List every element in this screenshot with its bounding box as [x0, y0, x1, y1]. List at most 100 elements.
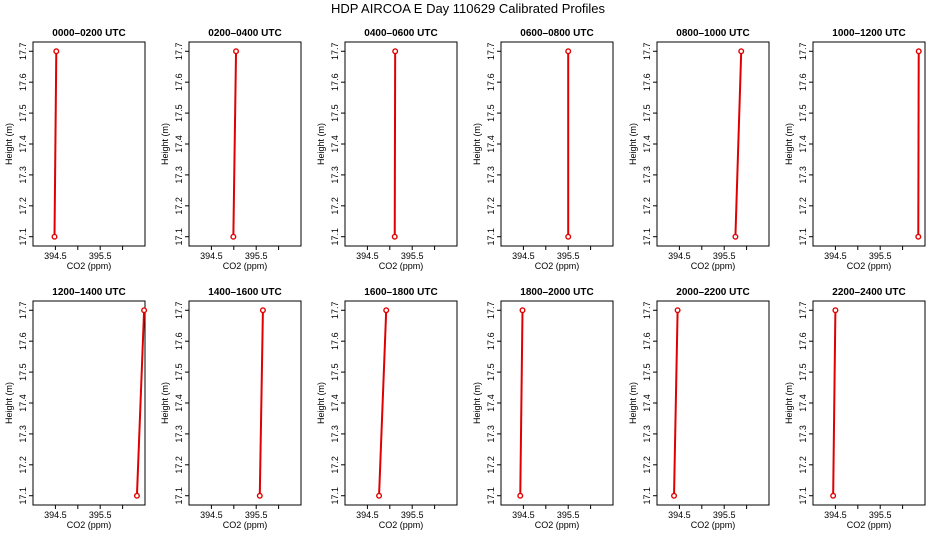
profile-panel: 1000–1200 UTC 394.5 395.5 17.1 17.2 17.3 17.4 1… — [784, 28, 926, 271]
y-tick-label: 17.4 — [798, 394, 808, 412]
y-tick-label: 17.5 — [798, 363, 808, 381]
y-tick-label: 17.7 — [642, 302, 652, 320]
y-axis-label: Height (m) — [784, 382, 794, 424]
panel-title: 1000–1200 UTC — [832, 28, 905, 39]
y-tick-label: 17.3 — [486, 166, 496, 184]
y-axis-label: Height (m) — [472, 382, 482, 424]
y-tick-label: 17.5 — [486, 104, 496, 122]
data-point — [51, 233, 58, 240]
y-tick-label: 17.7 — [486, 302, 496, 320]
data-point — [738, 48, 745, 55]
y-tick-label: 17.5 — [18, 104, 28, 122]
y-tick-label: 17.2 — [330, 197, 340, 215]
plot-frame — [32, 300, 146, 506]
data-point — [256, 492, 263, 499]
y-tick-label: 17.4 — [174, 135, 184, 153]
y-tick-label: 17.6 — [642, 332, 652, 350]
y-tick-label: 17.3 — [798, 425, 808, 443]
x-axis-label: CO2 (ppm) — [847, 520, 892, 530]
y-tick-label: 17.4 — [330, 135, 340, 153]
x-axis-label: CO2 (ppm) — [379, 261, 424, 271]
data-point — [376, 492, 383, 499]
y-tick-label: 17.7 — [18, 302, 28, 320]
y-tick-label: 17.7 — [174, 43, 184, 61]
panel-title: 2000–2200 UTC — [676, 287, 749, 298]
y-axis-label: Height (m) — [628, 382, 638, 424]
y-tick-label: 17.4 — [174, 394, 184, 412]
plot-frame — [188, 41, 302, 247]
panel-title: 0600–0800 UTC — [520, 28, 593, 39]
profile-panel: 0000–0200 UTC 394.5 395.5 17.1 17.2 17.3 17.4 1… — [4, 28, 146, 271]
panel-title: 1200–1400 UTC — [52, 287, 125, 298]
y-tick-label: 17.7 — [642, 43, 652, 61]
y-tick-label: 17.4 — [486, 135, 496, 153]
y-tick-label: 17.1 — [642, 228, 652, 246]
y-tick-label: 17.5 — [18, 363, 28, 381]
x-axis-label: CO2 (ppm) — [67, 520, 112, 530]
y-axis-label: Height (m) — [160, 123, 170, 165]
data-point — [383, 307, 390, 314]
x-axis-label: CO2 (ppm) — [847, 261, 892, 271]
x-tick-label: 394.5 — [512, 510, 535, 520]
y-tick-label: 17.1 — [174, 487, 184, 505]
y-tick-label: 17.7 — [18, 43, 28, 61]
x-tick-label: 394.5 — [44, 510, 67, 520]
y-tick-label: 17.6 — [798, 332, 808, 350]
y-tick-label: 17.1 — [798, 487, 808, 505]
x-tick-label: 394.5 — [356, 510, 379, 520]
y-tick-label: 17.2 — [642, 197, 652, 215]
x-tick-label: 395.5 — [401, 510, 424, 520]
y-tick-label: 17.7 — [330, 43, 340, 61]
y-axis-label: Height (m) — [316, 382, 326, 424]
y-tick-label: 17.2 — [174, 197, 184, 215]
y-tick-label: 17.3 — [18, 425, 28, 443]
y-tick-label: 17.1 — [330, 228, 340, 246]
data-point — [671, 492, 678, 499]
y-tick-label: 17.1 — [330, 487, 340, 505]
y-tick-label: 17.6 — [486, 73, 496, 91]
panel-title: 1600–1800 UTC — [364, 287, 437, 298]
y-tick-label: 17.6 — [642, 73, 652, 91]
y-tick-label: 17.2 — [330, 456, 340, 474]
data-point — [915, 233, 922, 240]
y-axis-label: Height (m) — [4, 123, 14, 165]
y-axis-label: Height (m) — [316, 123, 326, 165]
y-tick-label: 17.2 — [798, 197, 808, 215]
y-tick-label: 17.1 — [486, 487, 496, 505]
y-axis-label: Height (m) — [4, 382, 14, 424]
y-tick-label: 17.6 — [18, 332, 28, 350]
x-tick-label: 395.5 — [89, 510, 112, 520]
y-tick-label: 17.3 — [798, 166, 808, 184]
panel-title: 2200–2400 UTC — [832, 287, 905, 298]
y-tick-label: 17.3 — [330, 166, 340, 184]
plot-frame — [812, 300, 926, 506]
chart-title: HDP AIRCOA E Day 110629 Calibrated Profi… — [331, 1, 606, 16]
plot-frame — [188, 300, 302, 506]
data-point — [391, 233, 398, 240]
panel-title: 0000–0200 UTC — [52, 28, 125, 39]
profile-panels: 0000–0200 UTC 394.5 395.5 17.1 17.2 17.3 17.4 1… — [4, 28, 926, 530]
y-tick-label: 17.5 — [330, 104, 340, 122]
y-tick-label: 17.6 — [330, 332, 340, 350]
x-tick-label: 395.5 — [713, 510, 736, 520]
y-axis-label: Height (m) — [472, 123, 482, 165]
x-tick-label: 394.5 — [200, 251, 223, 261]
data-point — [230, 233, 237, 240]
data-point — [519, 307, 526, 314]
y-tick-label: 17.1 — [18, 487, 28, 505]
y-tick-label: 17.4 — [642, 135, 652, 153]
data-point — [830, 492, 837, 499]
y-tick-label: 17.7 — [174, 302, 184, 320]
data-point — [392, 48, 399, 55]
plot-frame — [812, 41, 926, 247]
profile-panel: 1600–1800 UTC 394.5 395.5 17.1 17.2 17.3 17.4 1… — [316, 287, 458, 530]
profile-line — [258, 310, 264, 496]
data-point — [133, 492, 140, 499]
y-axis-label: Height (m) — [160, 382, 170, 424]
y-tick-label: 17.1 — [486, 228, 496, 246]
data-point — [141, 307, 148, 314]
x-tick-label: 395.5 — [245, 251, 268, 261]
y-tick-label: 17.2 — [18, 456, 28, 474]
y-tick-label: 17.5 — [642, 363, 652, 381]
x-axis-label: CO2 (ppm) — [691, 520, 736, 530]
